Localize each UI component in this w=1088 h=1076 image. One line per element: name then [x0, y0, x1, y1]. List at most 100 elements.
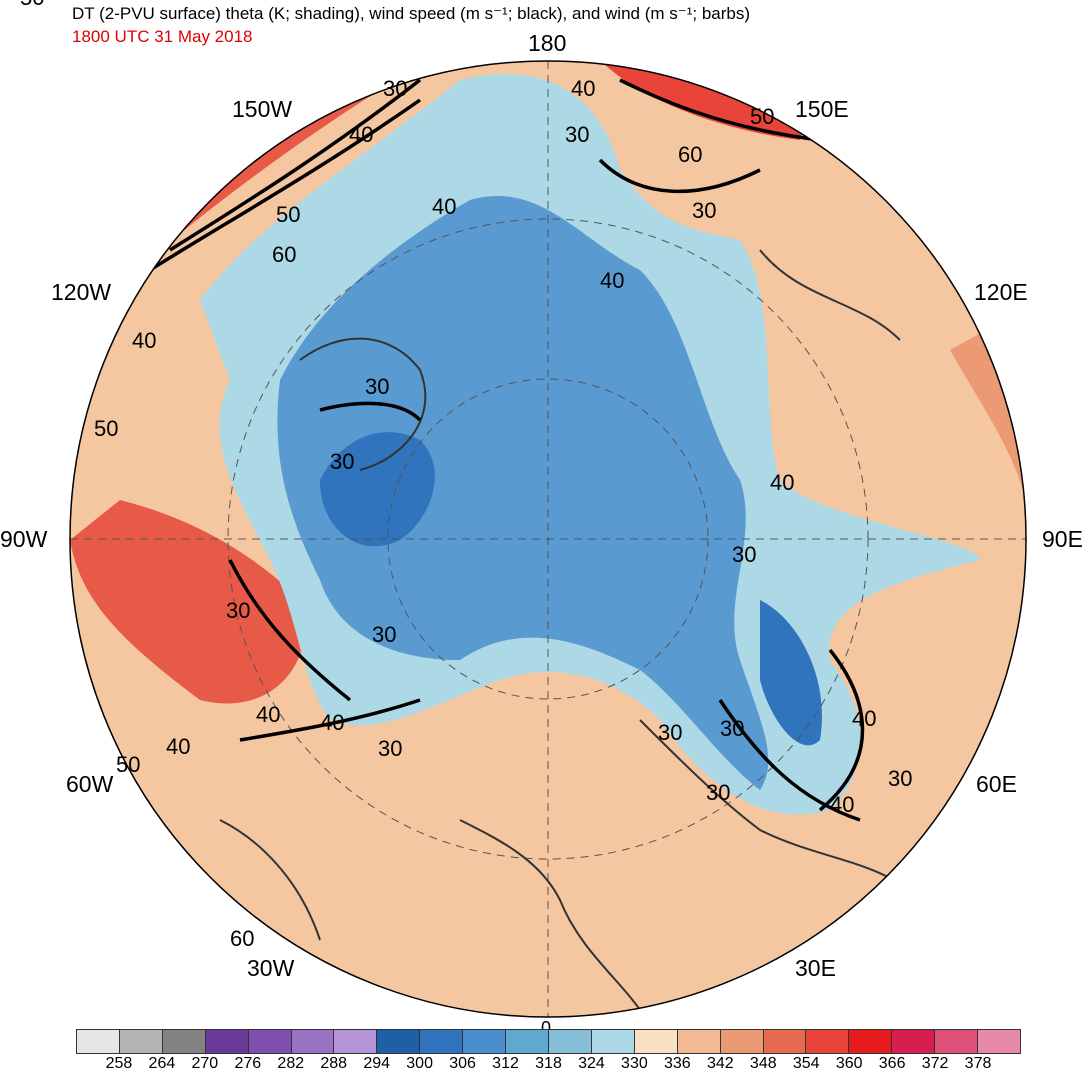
colorbar-swatch — [591, 1030, 635, 1053]
contour-label: 50 — [276, 202, 300, 227]
contour-label: 30 — [383, 76, 407, 101]
lon-label-120e: 120E — [974, 279, 1028, 305]
colorbar-tick-label: 324 — [578, 1055, 605, 1072]
theta-colorbar — [76, 1029, 1021, 1054]
contour-label: 40 — [320, 710, 344, 735]
colorbar-swatch — [420, 1030, 464, 1053]
lon-label-150w: 150W — [232, 96, 293, 122]
contour-label-group: 30 40 50 60 40 30 60 50 40 30 40 30 30 40 30 40 50 30 30 40… — [20, 0, 912, 951]
colorbar-tick-label: 258 — [105, 1055, 133, 1072]
colorbar-swatch — [548, 1030, 592, 1053]
lon-label-0: 0 — [541, 1018, 552, 1038]
contour-label: 50 — [750, 104, 774, 129]
contour-label: 40 — [571, 76, 595, 101]
shading-cold-baffin — [320, 432, 435, 547]
colorbar-swatch — [935, 1030, 979, 1053]
contour-label: 50 — [94, 416, 118, 441]
contour-label: 40 — [349, 122, 373, 147]
contour-label: 30 — [330, 449, 354, 474]
colorbar-tick-label: 288 — [320, 1055, 348, 1072]
contour-label: 40 — [600, 268, 624, 293]
contour-label: 40 — [166, 734, 190, 759]
colorbar-tick-label: 312 — [492, 1055, 519, 1072]
colorbar-swatch — [806, 1030, 850, 1053]
contour-label: 30 — [720, 716, 744, 741]
colorbar-tick-label: 354 — [792, 1055, 820, 1072]
contour-label: 30 — [658, 720, 682, 745]
contour-label: 30 — [565, 122, 589, 147]
graticule — [70, 61, 1026, 1017]
contour-label: 60 — [230, 926, 254, 951]
lon-label-90e: 90E — [1042, 526, 1083, 552]
map-boundary — [69, 60, 1027, 1018]
colorbar-tick-label: 318 — [535, 1055, 562, 1072]
colorbar-tick-label: 294 — [363, 1055, 391, 1072]
colorbar-swatch — [291, 1030, 335, 1053]
lon-label-30e: 30E — [795, 955, 836, 981]
colorbar-swatch — [377, 1030, 421, 1053]
lon-label-120w: 120W — [51, 279, 112, 305]
colorbar-tick-label: 330 — [621, 1055, 648, 1072]
colorbar-swatch — [162, 1030, 206, 1053]
theta-shading — [70, 61, 1026, 1017]
shading-cold-scandinavia — [760, 600, 822, 746]
coastlines — [219, 249, 921, 1011]
lon-label-180: 180 — [528, 30, 567, 56]
colorbar-tick-label: 348 — [749, 1055, 777, 1072]
valid-time: 1800 UTC 31 May 2018 — [72, 27, 253, 46]
shading-cold-core — [277, 196, 769, 790]
contour-label: 40 — [256, 702, 280, 727]
colorbar-swatch — [463, 1030, 507, 1053]
lon-label-30w: 30W — [247, 955, 295, 981]
colorbar-tick-label: 366 — [878, 1055, 906, 1072]
colorbar-tick-label: 342 — [706, 1055, 734, 1072]
colorbar-tick-label: 276 — [234, 1055, 262, 1072]
colorbar-tick-label: 336 — [664, 1055, 691, 1072]
contour-label: 50 — [20, 0, 44, 10]
colorbar-tick-label: 378 — [964, 1055, 992, 1072]
contour-label: 30 — [732, 542, 756, 567]
colorbar-tick-label: 264 — [148, 1055, 176, 1072]
contour-label: 40 — [830, 792, 854, 817]
contour-label: 30 — [692, 198, 716, 223]
contour-label: 60 — [678, 142, 702, 167]
colorbar-tick-label: 270 — [191, 1055, 219, 1072]
colorbar-swatch — [720, 1030, 764, 1053]
contour-label: 30 — [226, 598, 250, 623]
colorbar-tick-label: 282 — [277, 1055, 305, 1072]
contour-label: 30 — [372, 622, 396, 647]
wind-speed-contours — [149, 78, 865, 822]
colorbar-swatch — [677, 1030, 721, 1053]
colorbar-swatch — [77, 1030, 120, 1053]
colorbar-tick-label: 306 — [449, 1055, 476, 1072]
colorbar-swatch — [506, 1030, 549, 1053]
colorbar-swatch — [978, 1030, 1020, 1053]
colorbar-swatch — [892, 1030, 936, 1053]
lon-label-90w: 90W — [0, 526, 48, 552]
colorbar-swatch — [763, 1030, 807, 1053]
contour-label: 30 — [888, 766, 912, 791]
lon-label-150e: 150E — [795, 96, 849, 122]
colorbar-tick-label: 360 — [835, 1055, 863, 1072]
contour-label: 60 — [272, 242, 296, 267]
lon-label-60w: 60W — [66, 771, 114, 797]
colorbar-swatch — [119, 1030, 163, 1053]
colorbar-swatch — [205, 1030, 249, 1053]
contour-label: 40 — [432, 194, 456, 219]
contour-label: 40 — [132, 328, 156, 353]
colorbar-tick-label: 372 — [921, 1055, 949, 1072]
colorbar-tick-label: 300 — [406, 1055, 433, 1072]
contour-label: 40 — [852, 706, 876, 731]
lon-label-60e: 60E — [976, 771, 1017, 797]
contour-label: 30 — [706, 780, 730, 805]
colorbar-swatch — [334, 1030, 378, 1053]
map-title: DT (2-PVU surface) theta (K; shading), w… — [72, 4, 751, 23]
colorbar-swatch — [849, 1030, 893, 1053]
colorbar-swatch — [634, 1030, 678, 1053]
contour-label: 50 — [116, 752, 140, 777]
contour-label: 40 — [770, 470, 794, 495]
colorbar-ticks: 258 264 270 276 282 288 294 300 306 312 318 324 330 3… — [76, 1055, 1021, 1075]
shading-hot-central-na — [70, 500, 306, 704]
colorbar-swatch — [248, 1030, 292, 1053]
